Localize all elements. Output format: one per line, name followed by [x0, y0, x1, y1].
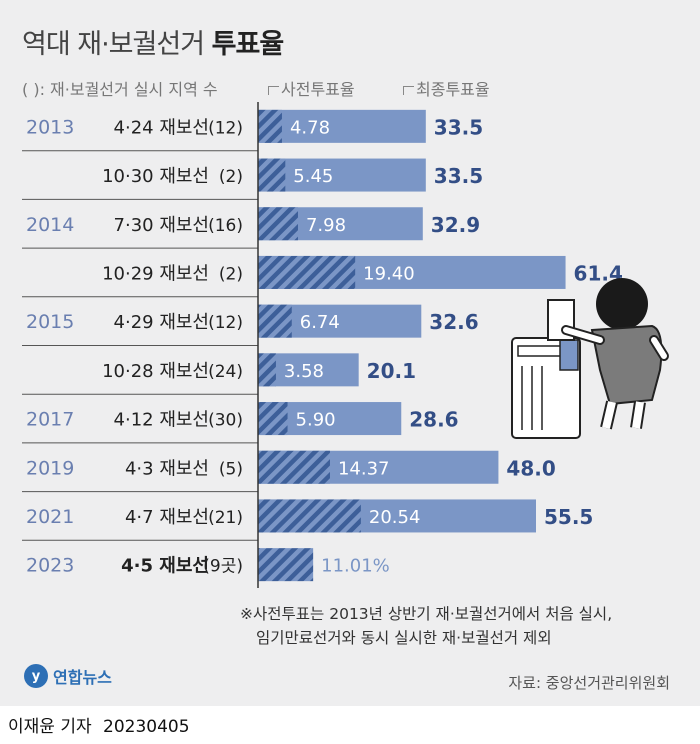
region-count-label: (2): [219, 167, 243, 187]
year-label: 2023: [26, 555, 74, 577]
title-bold: 투표율: [211, 29, 285, 60]
year-label: 2013: [26, 116, 74, 138]
footnote-line-2: 임기만료선거와 동시 실시한 재·보궐선거 제외: [256, 629, 552, 647]
region-count-label: (12): [208, 313, 243, 333]
title-light: 역대 재·보궐선거: [22, 29, 205, 60]
early-turnout-bar: [258, 499, 361, 533]
category-label: 4·7 재보선: [125, 507, 209, 528]
region-count-label: (21): [208, 508, 243, 528]
early-turnout-bar: [258, 450, 330, 484]
category-label: 7·30 재보선: [114, 215, 209, 236]
year-label: 2017: [26, 409, 74, 431]
early-turnout-value: 4.78: [290, 117, 330, 138]
yonhap-logo-text: 연합뉴스: [53, 668, 112, 687]
category-label: 4·29 재보선: [114, 312, 209, 333]
final-turnout-value: 33.5: [434, 115, 483, 139]
category-label: 4·5 재보선: [121, 556, 209, 577]
source-text: 자료: 중앙선거관리위원회: [508, 674, 670, 692]
final-turnout-value: 32.6: [429, 310, 478, 334]
legend-early-bracket: [268, 86, 279, 95]
early-turnout-bar: [258, 548, 314, 582]
publish-date: 20230405: [103, 717, 190, 737]
final-turnout-value: 33.5: [434, 164, 483, 188]
footnote-line-1: ※사전투표는 2013년 상반기 재·보궐선거에서 처음 실시,: [240, 605, 613, 623]
region-count-label: (2): [219, 264, 243, 284]
early-turnout-bar: [258, 158, 286, 192]
final-turnout-value: 28.6: [409, 408, 458, 432]
region-count-label: (16): [208, 216, 243, 236]
yonhap-logo-icon: y: [24, 664, 48, 688]
category-label: 4·12 재보선: [114, 410, 209, 431]
early-turnout-value: 6.74: [300, 312, 340, 333]
early-turnout-bar: [258, 402, 288, 436]
final-turnout-value: 48.0: [506, 456, 555, 480]
final-turnout-value: 32.9: [431, 213, 480, 237]
category-label: 10·29 재보선: [102, 263, 209, 284]
byline: 이재윤 기자 20230405: [8, 712, 190, 737]
legend-final-label: 최종투표율: [416, 80, 490, 99]
final-turnout-value: 20.1: [367, 359, 416, 383]
year-label: 2021: [26, 506, 74, 528]
region-count-label: (12): [208, 118, 243, 138]
final-turnout-bar: [258, 158, 426, 192]
early-turnout-bar: [258, 255, 356, 289]
early-turnout-bar: [258, 353, 276, 387]
legend-final-bracket: [403, 86, 414, 95]
early-turnout-value: 11.01%: [321, 556, 390, 577]
early-turnout-bar: [258, 207, 298, 241]
region-count-label: (30): [208, 411, 243, 431]
early-turnout-value: 5.45: [293, 166, 333, 187]
category-label: 10·28 재보선: [102, 361, 209, 382]
early-turnout-value: 7.98: [306, 215, 346, 236]
final-turnout-bar: [258, 109, 426, 143]
year-label: 2015: [26, 311, 74, 333]
region-count-label: (24): [208, 362, 243, 382]
yonhap-logo: y 연합뉴스: [24, 664, 112, 688]
category-label: 4·3 재보선: [125, 458, 209, 479]
voter-illustration-icon: [511, 278, 669, 439]
category-label: 10·30 재보선: [102, 166, 209, 187]
final-turnout-value: 55.5: [544, 505, 593, 529]
chart-title: 역대 재·보궐선거 투표율: [22, 22, 285, 61]
category-label: 4·24 재보선: [114, 117, 209, 138]
region-count-label: (5): [219, 459, 243, 479]
early-turnout-value: 5.90: [296, 410, 336, 431]
year-label: 2014: [26, 214, 74, 236]
early-turnout-bar: [258, 109, 282, 143]
reporter-name: 이재윤 기자: [8, 717, 92, 737]
legend-early-label: 사전투표율: [281, 80, 355, 99]
region-count-note: ( ): 재·보궐선거 실시 지역 수: [22, 80, 218, 99]
early-turnout-value: 14.37: [338, 458, 390, 479]
early-turnout-value: 20.54: [369, 507, 421, 528]
early-turnout-value: 19.40: [363, 263, 415, 284]
early-turnout-value: 3.58: [284, 361, 324, 382]
region-count-label: (9곳): [203, 557, 243, 577]
early-turnout-bar: [258, 304, 292, 338]
year-label: 2019: [26, 457, 74, 479]
